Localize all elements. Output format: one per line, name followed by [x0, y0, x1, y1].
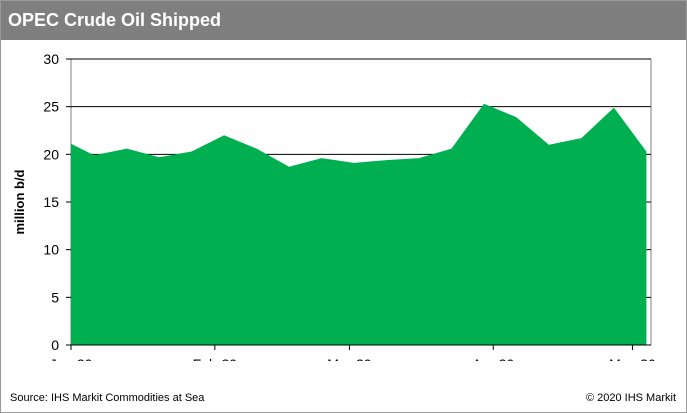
y-tick-label: 30: [43, 51, 59, 67]
copyright-note: © 2020 IHS Markit: [585, 392, 676, 404]
y-axis-title: million b/d: [12, 169, 27, 234]
x-axis-ticks: Jan-20 Feb-20 Mar-20 Apr-20 May-20: [50, 344, 656, 361]
title-bar: OPEC Crude Oil Shipped: [1, 1, 686, 40]
x-tick-label: May-20: [609, 356, 656, 361]
data-area: [71, 103, 647, 345]
y-axis-ticks: 0 5 10 15 20 25 30: [43, 51, 71, 353]
chart-svg: 0 5 10 15 20 25 30 Jan-20 Feb-20 Mar-20 Apr-20 May…: [12, 51, 656, 361]
y-tick-label: 25: [43, 99, 59, 115]
chart-title: OPEC Crude Oil Shipped: [8, 10, 222, 30]
x-tick-label: Apr-20: [472, 356, 514, 361]
source-note: Source: IHS Markit Commodities at Sea: [10, 392, 205, 404]
y-tick-label: 0: [51, 337, 59, 353]
x-tick-label: Jan-20: [50, 356, 93, 361]
y-tick-label: 20: [43, 146, 59, 162]
x-tick-label: Mar-20: [327, 356, 372, 361]
y-tick-label: 5: [51, 289, 59, 305]
y-tick-label: 10: [43, 242, 59, 258]
x-tick-label: Feb-20: [193, 356, 238, 361]
y-tick-label: 15: [43, 194, 59, 210]
